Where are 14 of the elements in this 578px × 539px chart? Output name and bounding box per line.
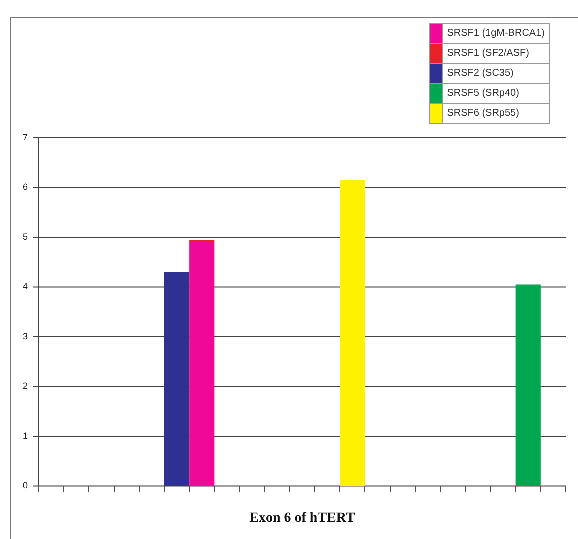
- legend-label: SRSF6 (SRp55): [442, 104, 550, 124]
- y-tick-label: 3: [22, 331, 28, 342]
- x-axis-title: Exon 6 of hTERT: [250, 511, 356, 526]
- legend-label: SRSF1 (1gM-BRCA1): [442, 24, 550, 44]
- y-tick-label: 4: [22, 282, 28, 292]
- legend-label: SRSF1 (SF2/ASF): [442, 44, 550, 64]
- y-tick-label: 7: [22, 132, 28, 142]
- y-tick-label: 5: [22, 232, 28, 242]
- legend-label: SRSF5 (SRp40): [442, 84, 550, 104]
- legend-label: SRSF2 (SC35): [442, 64, 550, 84]
- y-tick-label: 1: [22, 430, 28, 441]
- y-tick-label: 0: [22, 480, 28, 491]
- y-tick-label: 2: [22, 381, 28, 392]
- y-tick-label: 6: [22, 182, 28, 192]
